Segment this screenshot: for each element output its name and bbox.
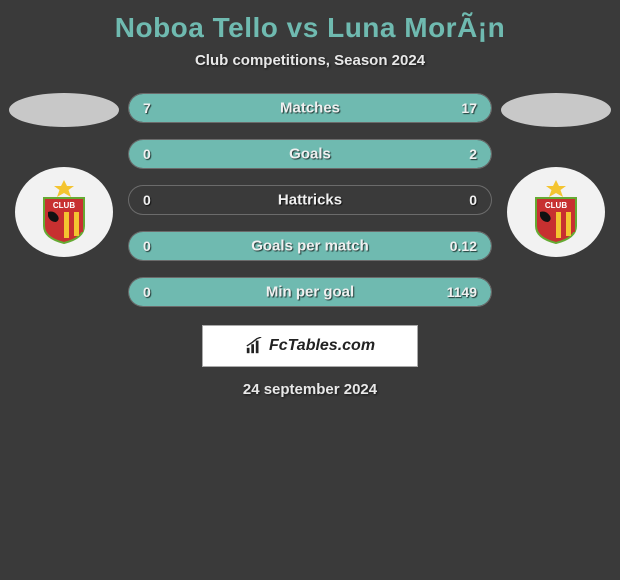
stat-right-value: 0 bbox=[469, 192, 477, 208]
stat-label: Hattricks bbox=[278, 192, 342, 209]
stat-row: 0 Hattricks 0 bbox=[128, 185, 492, 215]
player-left-oval bbox=[9, 93, 119, 127]
stat-right-value: 0.12 bbox=[450, 238, 477, 254]
player-right-oval bbox=[501, 93, 611, 127]
stat-left-value: 0 bbox=[143, 192, 151, 208]
stat-row: 0 Goals per match 0.12 bbox=[128, 231, 492, 261]
stat-row: 0 Min per goal 1149 bbox=[128, 277, 492, 307]
stat-left-value: 0 bbox=[143, 238, 151, 254]
stat-right-value: 17 bbox=[461, 100, 477, 116]
stat-bars: 7 Matches 17 0 Goals 2 0 Hattricks 0 0 Goals per m… bbox=[120, 93, 500, 307]
stat-right-value: 1149 bbox=[447, 284, 477, 300]
stat-label: Goals per match bbox=[251, 238, 369, 255]
stat-label: Matches bbox=[280, 100, 340, 117]
stat-label: Goals bbox=[289, 146, 331, 163]
page-title: Noboa Tello vs Luna MorÃ¡n bbox=[0, 12, 620, 44]
stat-row: 7 Matches 17 bbox=[128, 93, 492, 123]
header: Noboa Tello vs Luna MorÃ¡n Club competit… bbox=[0, 0, 620, 73]
stat-left-value: 7 bbox=[143, 100, 151, 116]
stat-left-value: 0 bbox=[143, 146, 151, 162]
stat-right-value: 2 bbox=[469, 146, 477, 162]
player-right-crest: CLUB bbox=[507, 167, 605, 257]
stat-row: 0 Goals 2 bbox=[128, 139, 492, 169]
date-note: 24 september 2024 bbox=[0, 381, 620, 398]
footer-brand-text: FcTables.com bbox=[269, 337, 375, 355]
player-left-column: CLUB bbox=[0, 93, 120, 257]
comparison-body: CLUB 7 Matches 17 0 Goals 2 0 Hattricks 0 0 Goals … bbox=[0, 73, 620, 307]
player-left-crest: CLUB bbox=[15, 167, 113, 257]
stat-left-value: 0 bbox=[143, 284, 151, 300]
player-right-column: CLUB bbox=[500, 93, 620, 257]
footer-brand-badge[interactable]: FcTables.com bbox=[202, 325, 418, 367]
stat-label: Min per goal bbox=[266, 284, 354, 301]
svg-text:CLUB: CLUB bbox=[53, 201, 75, 210]
svg-text:CLUB: CLUB bbox=[545, 201, 567, 210]
chart-icon bbox=[245, 337, 263, 355]
page-subtitle: Club competitions, Season 2024 bbox=[0, 52, 620, 69]
